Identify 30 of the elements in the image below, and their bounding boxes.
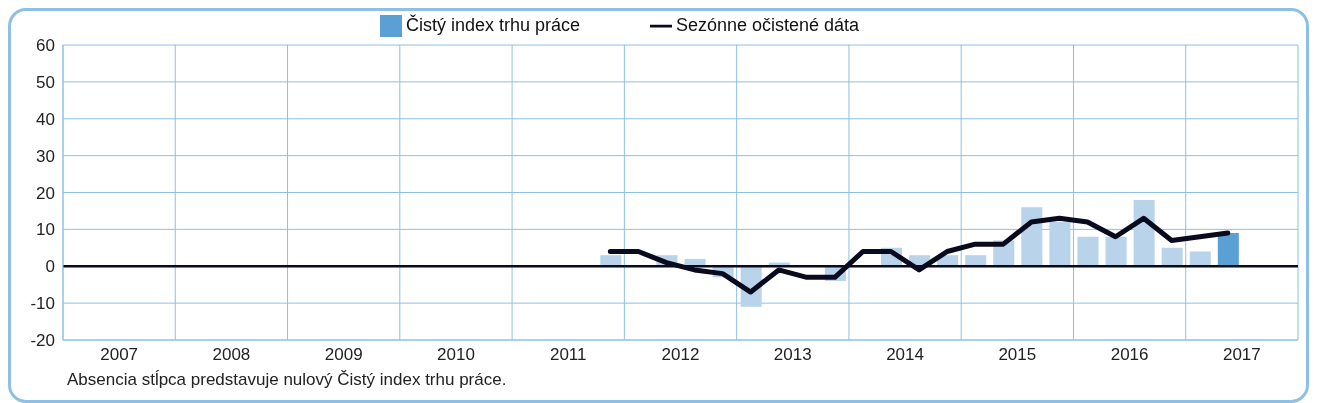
- x-tick-label: 2016: [1110, 345, 1149, 365]
- x-tick-label: 2017: [1222, 345, 1261, 365]
- legend-label: Čistý index trhu práce: [405, 15, 580, 35]
- y-tick-label: 50: [36, 72, 55, 92]
- x-tick-label: 2008: [212, 345, 251, 365]
- bar: [600, 255, 622, 267]
- text: Absencia stĺpca predstavuje nulový Čistý index trhu práce.: [67, 370, 508, 390]
- y-tick-label: 40: [36, 109, 55, 129]
- x-tick-label: 2010: [437, 345, 475, 365]
- x-tick-label: 2009: [324, 345, 363, 365]
- y-tick-label: 20: [36, 183, 55, 203]
- y-tick-label: 10: [36, 220, 55, 240]
- x-tick-label: 2011: [549, 345, 587, 365]
- y-tick-label: 60: [36, 36, 55, 56]
- x-tick-label: 2007: [100, 345, 139, 365]
- y-tick-label: -20: [30, 331, 55, 351]
- x-tick-label: 2013: [773, 345, 812, 365]
- bar: [1077, 236, 1099, 267]
- legend-label: Sezónne očistené dáta: [675, 15, 860, 35]
- x-tick-label: 2015: [998, 345, 1037, 365]
- bar: [965, 255, 987, 267]
- y-tick-label: 0: [45, 257, 55, 277]
- x-tick-label: 2014: [886, 345, 924, 365]
- y-tick-label: -10: [30, 294, 55, 314]
- bar: [1161, 247, 1183, 267]
- y-tick-label: 30: [36, 146, 55, 166]
- x-tick-label: 2012: [661, 345, 700, 365]
- bar: [1105, 236, 1127, 267]
- bar: [1049, 222, 1071, 267]
- bar: [1217, 233, 1239, 267]
